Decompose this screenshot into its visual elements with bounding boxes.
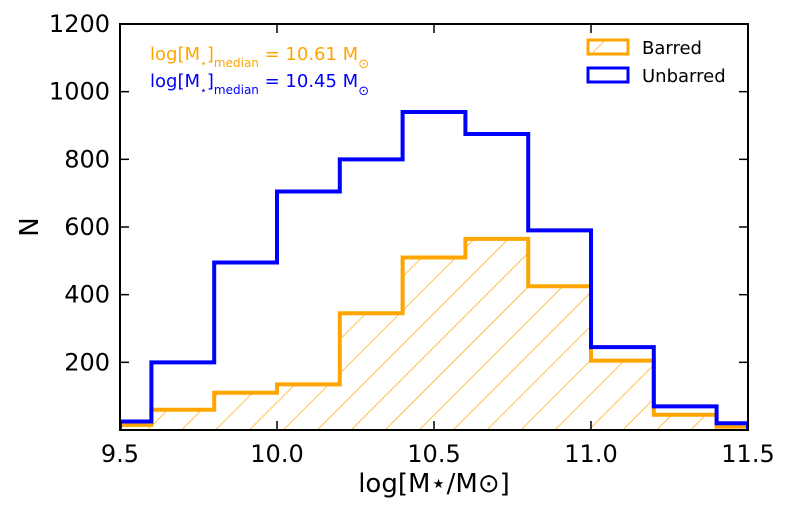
bar-barred-3 bbox=[277, 384, 340, 430]
legend-label-unbarred: Unbarred bbox=[642, 66, 726, 87]
x-tick-label-1: 10.0 bbox=[250, 440, 303, 468]
x-tick-label-3: 11.0 bbox=[564, 440, 617, 468]
y-tick-label-4: 1000 bbox=[49, 78, 110, 106]
annotation-barred-median: log[M⋆]median = 10.61 M⊙ bbox=[150, 44, 369, 72]
y-tick-label-0: 200 bbox=[64, 348, 110, 376]
legend-label-barred: Barred bbox=[642, 38, 702, 59]
legend-swatch-barred bbox=[586, 38, 630, 56]
x-tick-label-0: 9.5 bbox=[101, 440, 139, 468]
x-axis-label: log[M⋆/M⊙] bbox=[358, 469, 510, 499]
bar-barred-7 bbox=[528, 286, 591, 430]
y-tick-label-5: 1200 bbox=[49, 10, 110, 38]
y-axis-label: N bbox=[15, 217, 45, 236]
x-tick-label-4: 11.5 bbox=[721, 440, 774, 468]
bar-barred-5 bbox=[402, 257, 466, 430]
legend: Barred Unbarred bbox=[586, 38, 726, 87]
bar-barred-1 bbox=[151, 409, 215, 430]
y-tick-label-2: 600 bbox=[64, 213, 110, 241]
y-tick-label-1: 400 bbox=[64, 281, 110, 309]
bar-barred-9 bbox=[653, 414, 717, 430]
series-unbarred-outline bbox=[120, 109, 748, 430]
bar-barred-2 bbox=[214, 392, 277, 430]
bar-barred-0 bbox=[120, 424, 152, 430]
x-tick-label-2: 10.5 bbox=[407, 440, 460, 468]
legend-swatch-unbarred bbox=[586, 66, 630, 84]
bar-barred-8 bbox=[591, 360, 654, 430]
y-tick-label-3: 800 bbox=[64, 145, 110, 173]
bar-barred-6 bbox=[465, 238, 529, 430]
bar-barred-4 bbox=[339, 313, 403, 430]
series-barred-outline bbox=[120, 236, 748, 430]
annotation-unbarred-median: log[M⋆]median = 10.45 M⊙ bbox=[150, 71, 369, 99]
median-annotations: log[M⋆]median = 10.61 M⊙ log[M⋆]median =… bbox=[150, 44, 369, 99]
